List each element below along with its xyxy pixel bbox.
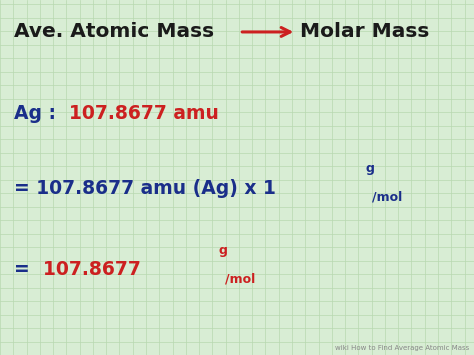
Text: /mol: /mol xyxy=(225,272,255,285)
Text: g: g xyxy=(366,162,375,175)
Text: 107.8677 amu: 107.8677 amu xyxy=(69,104,219,123)
Text: /mol: /mol xyxy=(372,191,402,203)
Text: Ave. Atomic Mass: Ave. Atomic Mass xyxy=(14,22,214,42)
Text: wiki How to Find Average Atomic Mass: wiki How to Find Average Atomic Mass xyxy=(335,345,469,351)
Text: =: = xyxy=(14,260,36,279)
Text: 107.8677: 107.8677 xyxy=(43,260,147,279)
Text: Ag :: Ag : xyxy=(14,104,63,123)
Text: Molar Mass: Molar Mass xyxy=(300,22,429,42)
Text: g: g xyxy=(219,244,228,257)
Text: = 107.8677 amu (Ag) x 1: = 107.8677 amu (Ag) x 1 xyxy=(14,179,276,198)
